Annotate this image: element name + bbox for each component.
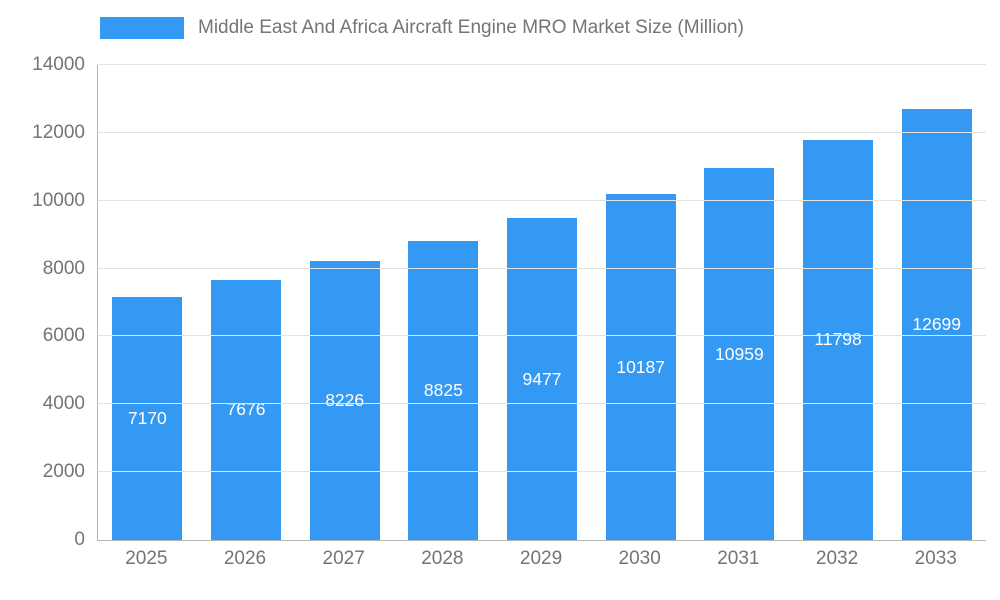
y-tick-label: 4000 xyxy=(42,393,85,415)
y-tick-label: 14000 xyxy=(32,54,85,75)
x-tick-label: 2028 xyxy=(421,548,464,569)
bar-value-label: 8825 xyxy=(423,379,463,400)
bar-value-label: 11798 xyxy=(814,329,862,350)
bar-value-label: 7170 xyxy=(127,407,167,428)
bar-band: 8226 xyxy=(295,65,394,540)
gridline xyxy=(98,267,986,269)
bar-value-label: 12699 xyxy=(912,314,962,335)
x-tick-label: 2031 xyxy=(717,548,760,569)
x-tick-label: 2027 xyxy=(322,548,365,569)
x-tick-label: 2029 xyxy=(519,548,563,569)
y-tick-label: 8000 xyxy=(42,257,85,279)
bar-band: 11798 xyxy=(789,65,888,540)
y-tick-label: 2000 xyxy=(42,461,85,483)
bar-2027[interactable]: 8226 xyxy=(309,260,380,540)
gridline xyxy=(98,131,986,133)
bar-2029[interactable]: 9477 xyxy=(507,218,578,540)
bar-band: 7170 xyxy=(98,65,197,540)
bar-value-label: 9477 xyxy=(522,368,562,389)
gridline xyxy=(98,403,986,405)
bar-value-label: 10959 xyxy=(715,343,764,364)
bar-band: 9477 xyxy=(493,65,592,540)
y-tick-label: 6000 xyxy=(42,325,85,347)
x-axis-labels: 2025 2026 2027 2028 2029 2030 2031 2032 2033 xyxy=(97,548,985,570)
chart-title: Middle East And Africa Aircraft Engine M… xyxy=(198,17,744,38)
bar-2031[interactable]: 10959 xyxy=(704,168,775,540)
y-tick-label: 10000 xyxy=(32,189,85,211)
bar-value-label: 10187 xyxy=(616,356,666,377)
bar-2025[interactable]: 7170 xyxy=(112,296,183,540)
bar-band: 12699 xyxy=(887,65,986,540)
gridline xyxy=(98,335,986,337)
y-tick-label: 12000 xyxy=(32,121,85,143)
legend[interactable]: Middle East And Africa Aircraft Engine M… xyxy=(100,17,744,39)
bar-band: 10959 xyxy=(690,65,789,540)
plot-area: 7170 7676 8226 8825 9477 10187 10959 11798 12699 xyxy=(97,64,986,541)
gridline xyxy=(98,64,986,65)
bar-band: 7676 xyxy=(197,65,296,540)
bar-band: 8825 xyxy=(394,65,493,540)
legend-swatch-icon[interactable] xyxy=(100,17,184,39)
bar-2030[interactable]: 10187 xyxy=(605,194,676,540)
bar-value-label: 8226 xyxy=(325,389,365,410)
bars: 7170 7676 8226 8825 9477 10187 10959 11798 12699 xyxy=(98,65,986,540)
bar-2026[interactable]: 7676 xyxy=(211,279,281,540)
x-tick-label: 2026 xyxy=(223,548,267,569)
bar-band: 10187 xyxy=(591,65,690,540)
x-tick-label: 2033 xyxy=(914,548,957,569)
gridline xyxy=(98,199,986,201)
y-axis-labels: 0 2000 4000 6000 8000 10000 12000 14000 xyxy=(0,54,85,550)
x-tick-label: 2030 xyxy=(618,548,661,569)
x-tick-label: 2025 xyxy=(125,548,168,569)
bar-2032[interactable]: 11798 xyxy=(803,139,874,540)
x-tick-label: 2032 xyxy=(815,548,859,569)
bar-2028[interactable]: 8825 xyxy=(408,240,479,540)
gridline xyxy=(98,471,986,473)
bar-2033[interactable]: 12699 xyxy=(901,109,972,540)
y-tick-label: 0 xyxy=(74,529,85,550)
